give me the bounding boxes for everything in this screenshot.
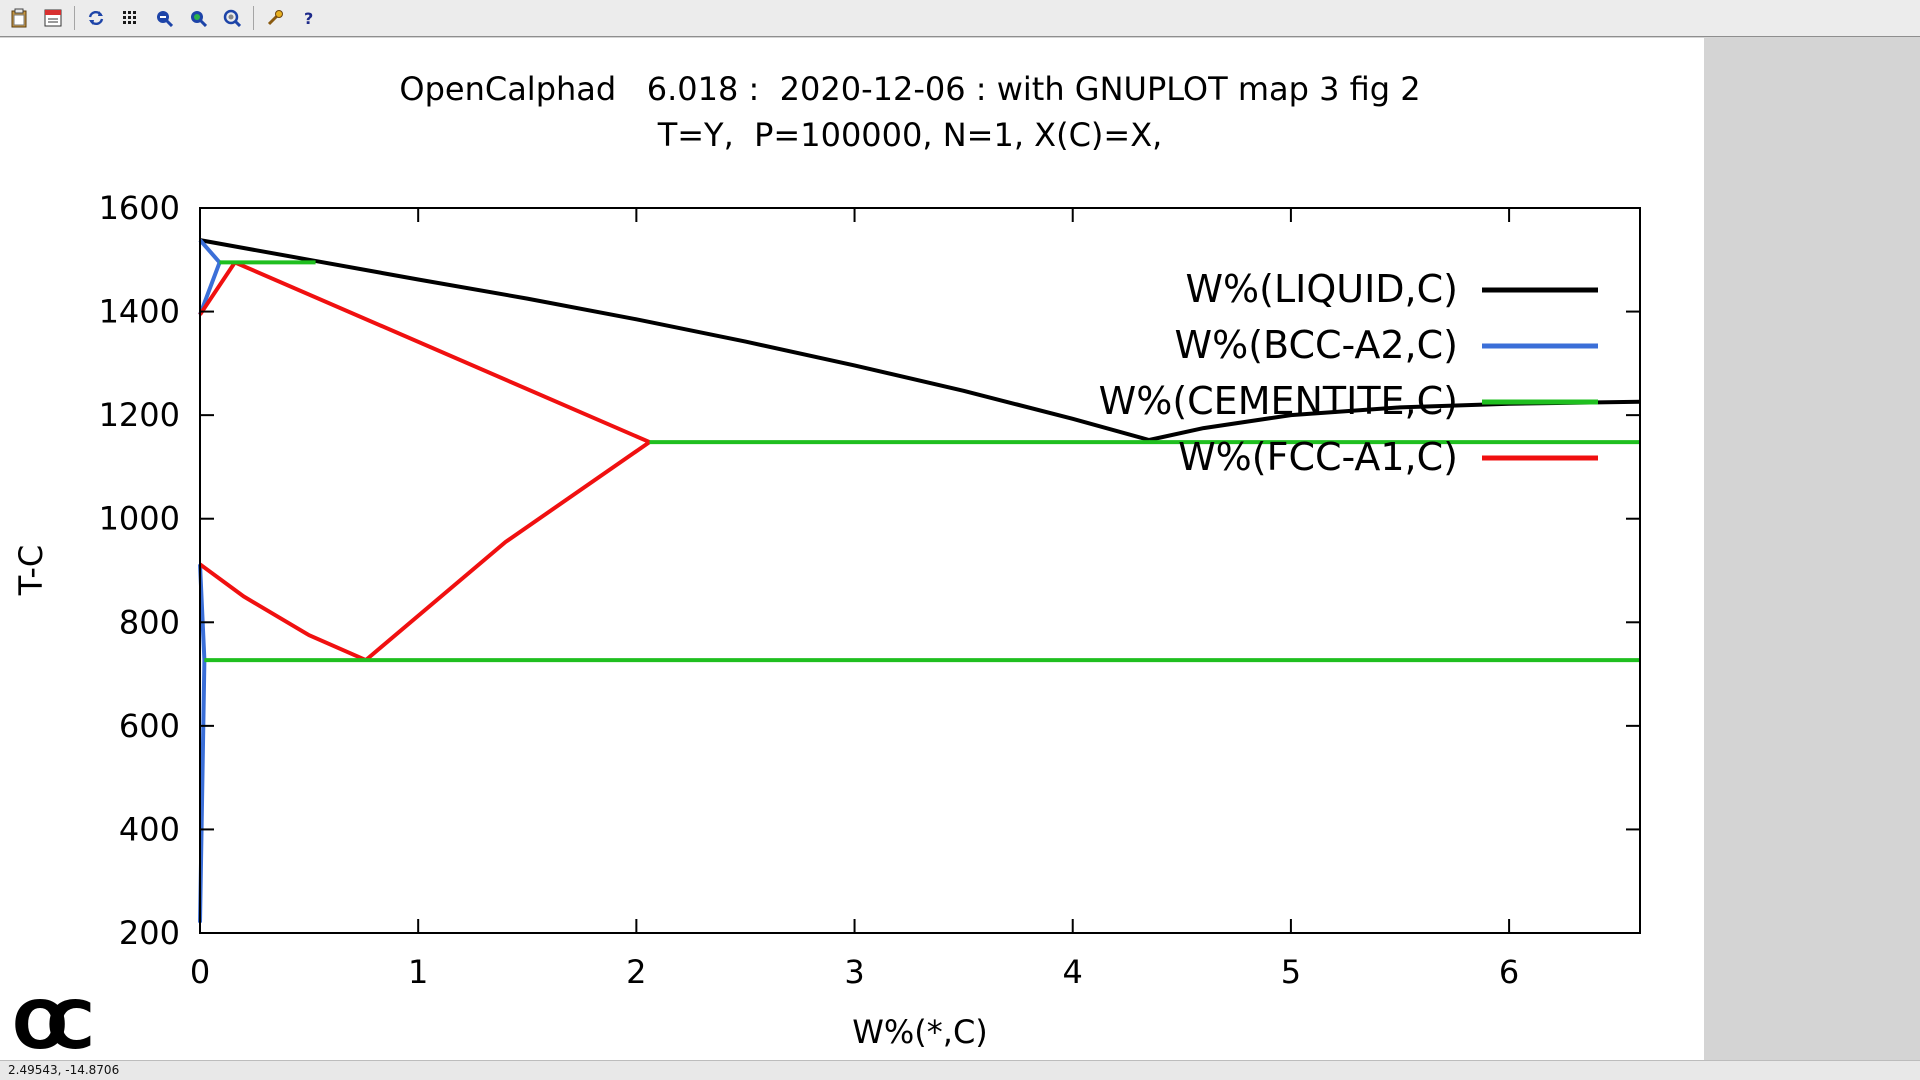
help-icon: ? [304,9,313,27]
series-line-w-fcc-a1-c- [364,440,651,662]
opencalphad-logo: OC [12,987,113,1064]
x-tick-label: 5 [1281,953,1301,991]
series-line-w-liquid-c- [199,238,1150,442]
x-tick-label: 1 [408,953,428,991]
x-tick-label: 0 [190,953,210,991]
x-axis-label: W%(*,C) [852,1013,988,1051]
zoom-next-button[interactable] [183,3,213,33]
y-tick-label: 800 [119,603,180,641]
x-tick-label: 6 [1499,953,1519,991]
y-tick-label: 400 [119,810,180,848]
y-tick-label: 1200 [99,396,180,434]
grid-icon [123,11,136,24]
series-line-w-fcc-a1-c- [234,260,651,444]
autoscale-icon [223,9,241,27]
zoom-previous-button[interactable] [149,3,179,33]
x-tick-label: 4 [1063,953,1083,991]
x-tick-label: 2 [626,953,646,991]
replot-button[interactable] [81,3,111,33]
options-icon [267,10,283,26]
toolbar: ? [0,0,1920,37]
series-line-w-fcc-a1-c- [198,562,367,662]
zoom-next-icon [191,11,207,27]
plot-canvas[interactable]: OpenCalphad 6.018 : 2020-12-06 : with GN… [0,38,1704,1064]
phase-diagram-chart: OpenCalphad 6.018 : 2020-12-06 : with GN… [12,70,1641,1064]
chart-title: OpenCalphad 6.018 : 2020-12-06 : with GN… [399,70,1420,108]
axis-layer: 0 1 2 3 4 5 6 200 400 600 800 1000 1200 1400 1600 [99,189,1641,991]
y-tick-label: 1000 [99,500,180,538]
statusbar: 2.49543, -14.8706 [0,1060,1920,1080]
plot-frame [199,207,1641,934]
x-tick-label: 3 [844,953,864,991]
copy-clipboard-button[interactable] [4,3,34,33]
print-button[interactable] [38,3,68,33]
help-button[interactable]: ? [294,3,324,33]
legend: W%(LIQUID,C) W%(BCC-A2,C) W%(CEMENTITE,C) W… [1099,267,1598,479]
y-axis-label: T-C [12,545,50,597]
legend-label: W%(FCC-A1,C) [1178,435,1458,479]
grid-button[interactable] [115,3,145,33]
y-tick-label: 600 [119,707,180,745]
series-line-w-fcc-a1-c- [198,261,237,316]
y-tick-label: 1600 [99,189,180,227]
svg-text:?: ? [304,9,313,27]
y-tick-label: 200 [119,914,180,952]
legend-label: W%(LIQUID,C) [1185,267,1458,311]
chart-subtitle: T=Y, P=100000, N=1, X(C)=X, [657,116,1163,154]
autoscale-button[interactable] [217,3,247,33]
replot-icon [88,10,104,26]
logo-text: OC [12,987,91,1060]
options-button[interactable] [260,3,290,33]
legend-label: W%(CEMENTITE,C) [1099,379,1458,423]
cursor-coordinates: 2.49543, -14.8706 [8,1063,120,1077]
y-tick-label: 1400 [99,293,180,331]
toolbar-separator [74,6,75,30]
right-pane [1704,38,1920,1060]
legend-label: W%(BCC-A2,C) [1175,323,1458,367]
print-icon [44,9,62,27]
toolbar-separator [253,6,254,30]
zoom-previous-icon [157,11,173,27]
clipboard-icon [11,8,27,28]
